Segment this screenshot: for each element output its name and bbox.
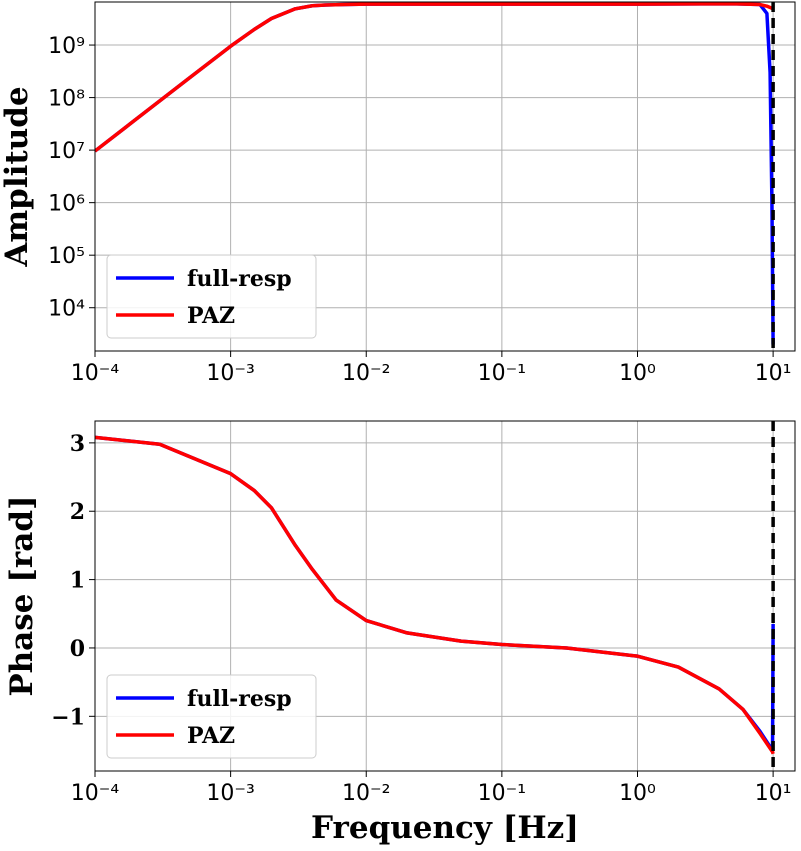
axes-frame	[94, 420, 796, 772]
legend-label: full-resp	[187, 686, 292, 712]
y-tick-label: 1	[70, 568, 85, 594]
line-series	[95, 435, 775, 755]
series-group	[95, 421, 775, 771]
x-tick-label: 10⁻²	[342, 361, 390, 386]
y-axis-label: Phase [rad]	[4, 495, 40, 696]
x-tick-label: 10¹	[755, 361, 792, 386]
y-axis-label: Amplitude	[0, 86, 35, 267]
line-series	[95, 2, 774, 153]
x-tick-label: 10⁻³	[206, 361, 254, 386]
x-tick-label: 10⁰	[619, 361, 656, 386]
y-tick-label: 10⁶	[48, 192, 85, 217]
y-tick-label: 3	[70, 431, 85, 457]
y-tick-label: 10⁴	[48, 297, 85, 322]
legend-label: PAZ	[187, 303, 235, 329]
y-tick-label: 10⁷	[48, 139, 85, 164]
legend-label: PAZ	[187, 723, 235, 749]
x-axis-label: Frequency [Hz]	[311, 810, 579, 846]
x-tick-label: 10⁰	[619, 781, 656, 806]
y-tick-label: 10⁵	[48, 244, 85, 269]
axes: 10⁻⁴ 10⁻³ 10⁻² 10⁻¹ 10⁰ 10¹ 10⁴ 10⁵ 10⁶ 10⁷ 10⁸ 10⁹	[48, 2, 795, 386]
y-tick-label: 10⁸	[48, 87, 85, 112]
y-tick-label: −1	[51, 704, 85, 730]
series-group	[95, 2, 775, 351]
legend: full-resp PAZ	[106, 674, 317, 759]
x-tick-label: 10⁻¹	[478, 361, 526, 386]
y-tick-label: 0	[70, 636, 85, 662]
x-tick-label: 10⁻⁴	[71, 781, 120, 806]
x-tick-label: 10⁻³	[206, 781, 254, 806]
legend-box	[106, 674, 317, 759]
legend-box	[106, 254, 317, 339]
x-tick-label: 10⁻¹	[478, 781, 526, 806]
legend: full-resp PAZ	[106, 254, 317, 339]
axes-frame	[94, 1, 796, 352]
x-tick-label: 10⁻²	[342, 781, 390, 806]
x-tick-label: 10⁻⁴	[71, 361, 120, 386]
x-tick-label: 10¹	[755, 781, 792, 806]
y-tick-label: 2	[70, 499, 85, 525]
y-tick-label: 10⁹	[48, 34, 85, 59]
legend-label: full-resp	[187, 266, 292, 292]
